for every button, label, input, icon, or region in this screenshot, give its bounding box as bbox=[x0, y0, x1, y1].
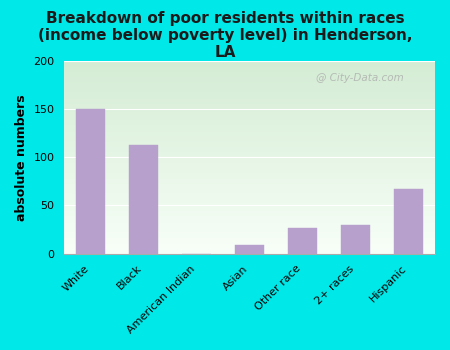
Bar bbox=[76, 109, 105, 254]
Bar bbox=[341, 225, 370, 254]
Bar bbox=[129, 145, 158, 254]
Y-axis label: absolute numbers: absolute numbers bbox=[15, 94, 28, 220]
Bar bbox=[235, 245, 264, 254]
Bar bbox=[394, 189, 423, 254]
Bar bbox=[288, 228, 317, 254]
Text: @ City-Data.com: @ City-Data.com bbox=[316, 72, 404, 83]
Text: Breakdown of poor residents within races
(income below poverty level) in Henders: Breakdown of poor residents within races… bbox=[38, 10, 412, 60]
